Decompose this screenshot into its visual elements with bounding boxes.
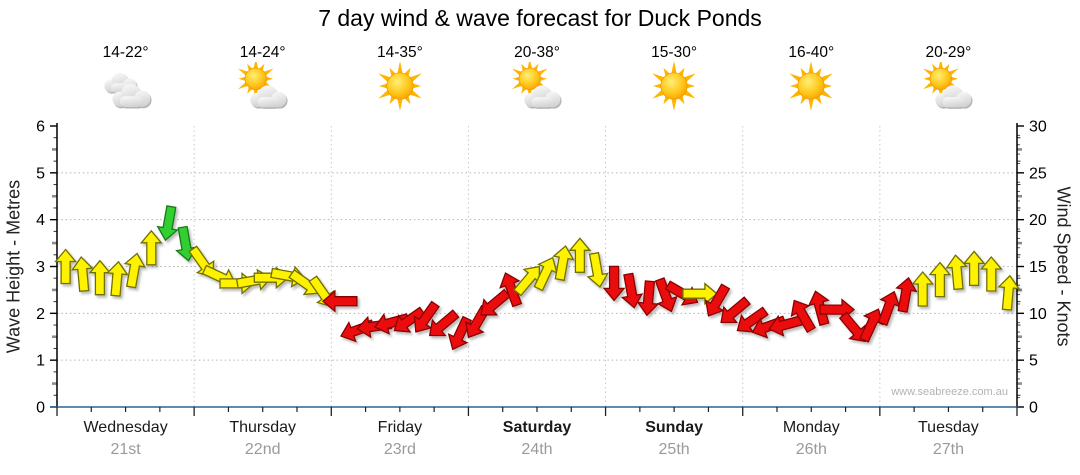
partly-cloudy-icon (921, 58, 975, 110)
day-temp-range: 16-40° (788, 44, 835, 61)
day-date-label: 24th (521, 441, 553, 458)
svg-text:0: 0 (1029, 400, 1038, 417)
day-date-label: 21st (110, 441, 141, 458)
day-date-label: 22nd (244, 441, 281, 458)
svg-text:6: 6 (36, 119, 45, 136)
day-date-label: 26th (795, 441, 827, 458)
svg-text:30: 30 (1029, 119, 1047, 136)
day-temp-range: 15-30° (651, 44, 698, 61)
day-date-label: 25th (658, 441, 690, 458)
svg-text:20: 20 (1029, 212, 1047, 229)
svg-text:1: 1 (36, 353, 45, 370)
svg-text:15: 15 (1029, 259, 1047, 276)
day-temp-range: 20-38° (514, 44, 560, 61)
svg-text:0: 0 (36, 400, 45, 417)
day-temp-range: 14-24° (239, 44, 286, 61)
partly-cloudy-icon (510, 58, 564, 110)
day-temp-range: 20-29° (925, 44, 972, 61)
day-name-label: Tuesday (918, 419, 979, 436)
day-name-label: Sunday (645, 419, 703, 436)
day-date-label: 27th (932, 441, 964, 458)
svg-text:5: 5 (1029, 353, 1038, 370)
day-temp-range: 14-22° (102, 44, 149, 61)
partly-cloudy-icon (236, 58, 290, 110)
day-name-label: Wednesday (83, 419, 168, 436)
svg-text:3: 3 (36, 259, 45, 276)
day-date-label: 23rd (383, 441, 416, 458)
day-name-label: Thursday (229, 419, 297, 436)
svg-text:10: 10 (1029, 306, 1047, 323)
day-name-label: Friday (377, 419, 423, 436)
sunny-icon (784, 60, 838, 112)
day-name-label: Saturday (502, 419, 572, 436)
svg-text:4: 4 (36, 212, 45, 229)
svg-text:25: 25 (1029, 165, 1047, 182)
svg-text:2: 2 (36, 306, 45, 323)
svg-text:5: 5 (36, 165, 45, 182)
page-title: 7 day wind & wave forecast for Duck Pond… (318, 5, 762, 31)
day-temp-range: 14-35° (376, 44, 423, 61)
sunny-icon (647, 60, 701, 112)
sunny-icon (373, 60, 427, 112)
cloudy-icon (99, 62, 153, 110)
watermark-text: www.seabreeze.com.au (891, 386, 1008, 398)
day-name-label: Monday (782, 419, 840, 436)
